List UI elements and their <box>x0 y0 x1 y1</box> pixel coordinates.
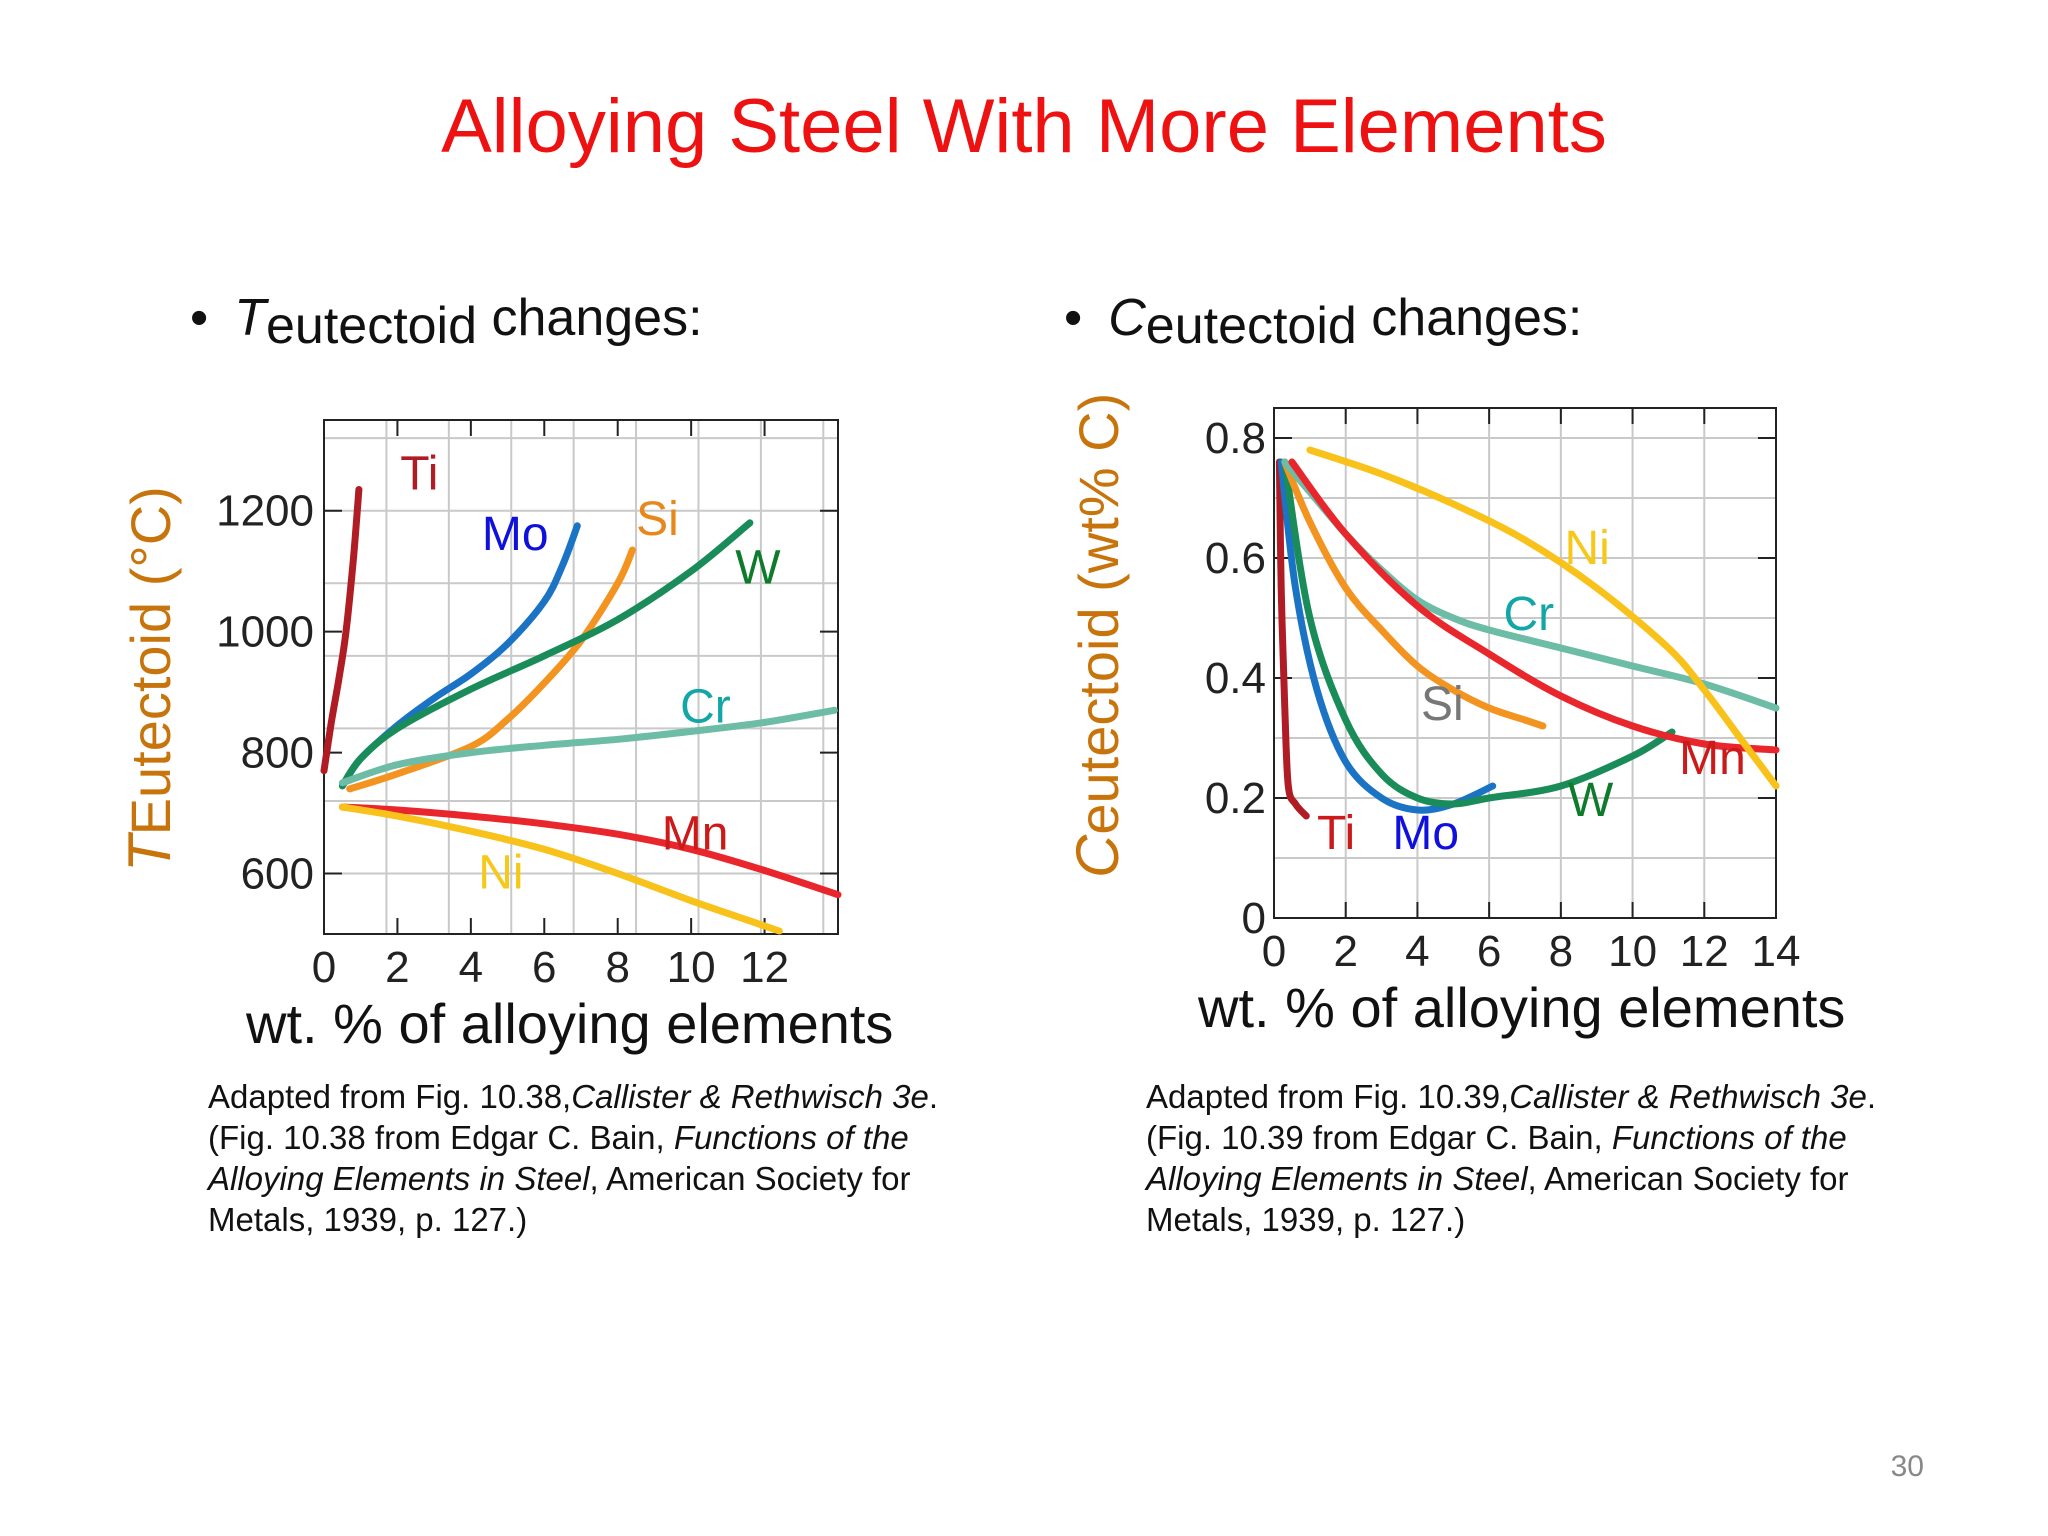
left-chart-xlabel: wt. % of alloying elements <box>246 992 894 1055</box>
left-bullet: • Teutectoid changes: <box>190 286 703 355</box>
caption-text: Metals, 1939, p. 127.) <box>208 1201 528 1238</box>
series-label-mn: Mn <box>1679 732 1746 785</box>
caption-text: (Fig. 10.39 from Edgar C. Bain, <box>1146 1119 1612 1156</box>
x-tick-label: 8 <box>605 943 629 992</box>
left-caption: Adapted from Fig. 10.38,Callister & Reth… <box>208 1076 988 1240</box>
caption-text: Metals, 1939, p. 127.) <box>1146 1201 1466 1238</box>
series-line-ti <box>1275 458 1310 820</box>
series-line-w <box>1281 458 1676 808</box>
y-tick-label: 0.2 <box>1205 774 1266 823</box>
y-tick-label: 0.8 <box>1205 414 1266 463</box>
caption-text: , American Society for <box>589 1160 911 1197</box>
series-line-cr <box>338 706 838 787</box>
series-line-si <box>1281 458 1547 730</box>
right-caption: Adapted from Fig. 10.39,Callister & Reth… <box>1146 1076 1926 1240</box>
series-label-mn: Mn <box>662 807 729 860</box>
page-number: 30 <box>1890 1450 1924 1483</box>
right-bullet-text: changes: <box>1371 289 1583 347</box>
series-label-mo: Mo <box>482 508 549 561</box>
series-label-ti: Ti <box>1317 807 1355 860</box>
left-bullet-symbol: T <box>234 289 266 347</box>
bullet-dot: • <box>1064 289 1083 347</box>
series-line-mn <box>1288 458 1780 754</box>
y-tick-label: 800 <box>241 729 314 778</box>
x-tick-label: 10 <box>667 943 716 992</box>
caption-text: . <box>928 1078 939 1115</box>
series-line-ti <box>320 486 363 775</box>
x-tick-label: 0 <box>312 943 336 992</box>
y-tick-label: 0.6 <box>1205 534 1266 583</box>
right-bullet-subscript: eutectoid <box>1145 297 1357 355</box>
caption-book: Callister & Rethwisch 3e <box>1509 1078 1867 1115</box>
x-tick-label: 6 <box>1477 927 1501 976</box>
series-line-mn <box>338 803 842 899</box>
series-label-cr: Cr <box>1503 588 1554 641</box>
series-label-ni: Ni <box>1564 522 1609 575</box>
plot-area: 0 2 4 6 8 10 12 600 800 1000 1200 Ti Mo Si W Cr Mn Ni <box>216 419 842 992</box>
caption-book: Functions of the <box>1611 1119 1847 1156</box>
series-label-si: Si <box>636 493 679 546</box>
series-line-si <box>346 546 636 793</box>
caption-book: Alloying Elements in Steel <box>208 1160 590 1197</box>
y-tick-label: 600 <box>241 850 314 899</box>
caption-book: Functions of the <box>673 1119 909 1156</box>
x-tick-label: 8 <box>1549 927 1573 976</box>
left-bullet-subscript: eutectoid <box>265 297 478 355</box>
y-tick-label: 1200 <box>216 487 314 536</box>
y-tick-label: 0 <box>1242 894 1266 943</box>
plot-frame <box>323 419 839 935</box>
x-tick-label: 12 <box>1680 927 1729 976</box>
caption-book: Alloying Elements in Steel <box>1146 1160 1528 1197</box>
series-label-si: Si <box>1421 678 1464 731</box>
series-line-ni <box>338 803 783 935</box>
series-line-w <box>338 519 754 790</box>
caption-text: Adapted from Fig. 10.38, <box>208 1078 572 1115</box>
series-label-ni: Ni <box>478 847 523 900</box>
right-bullet-symbol: C <box>1108 289 1146 347</box>
series-label-w: W <box>735 541 781 594</box>
series-line-ni <box>1306 446 1780 790</box>
x-tick-label: 2 <box>385 943 409 992</box>
right-chart-xlabel: wt. % of alloying elements <box>1198 976 1846 1039</box>
x-tick-label: 0 <box>1262 927 1286 976</box>
caption-text: . <box>1866 1078 1877 1115</box>
caption-text: , American Society for <box>1527 1160 1849 1197</box>
caption-text: Adapted from Fig. 10.39, <box>1146 1078 1510 1115</box>
series-label-cr: Cr <box>680 680 731 733</box>
bullet-dot: • <box>190 289 209 347</box>
y-tick-label: 1000 <box>216 608 314 657</box>
x-tick-label: 6 <box>532 943 556 992</box>
caption-book: Callister & Rethwisch 3e <box>571 1078 929 1115</box>
series-label-mo: Mo <box>1392 807 1459 860</box>
series-label-ti: Ti <box>400 448 438 501</box>
y-tick-label: 0.4 <box>1205 654 1266 703</box>
x-tick-label: 4 <box>459 943 483 992</box>
left-bullet-text: changes: <box>491 289 703 347</box>
right-bullet: • Ceutectoid changes: <box>1064 286 1583 355</box>
x-tick-label: 10 <box>1608 927 1657 976</box>
x-tick-label: 4 <box>1405 927 1429 976</box>
x-tick-label: 14 <box>1752 927 1801 976</box>
x-tick-label: 12 <box>740 943 789 992</box>
slide-title: Alloying Steel With More Elements <box>441 84 1607 169</box>
caption-text: (Fig. 10.38 from Edgar C. Bain, <box>208 1119 674 1156</box>
plot-frame <box>1273 407 1777 919</box>
series-label-w: W <box>1568 774 1614 827</box>
x-tick-label: 2 <box>1333 927 1357 976</box>
